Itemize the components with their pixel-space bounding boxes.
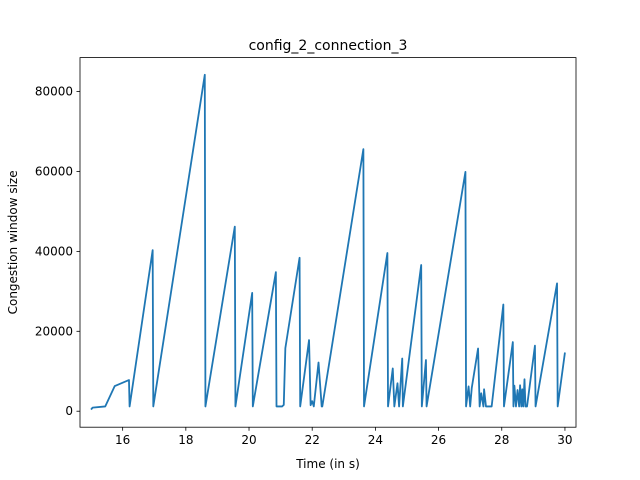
y-axis-label: Congestion window size [6,170,20,314]
x-tick-label: 18 [178,433,193,447]
x-tick-label: 20 [241,433,256,447]
x-tick-label: 26 [431,433,446,447]
y-tick-label: 60000 [35,164,73,178]
x-tick-label: 24 [368,433,383,447]
x-tick-label: 16 [115,433,130,447]
plot-area [90,73,566,411]
series-line-0 [90,73,566,411]
y-tick-label: 0 [65,404,73,418]
y-tick-label: 20000 [35,324,73,338]
y-axis: 0 20000 40000 60000 80000 [35,85,80,418]
chart-title: config_2_connection_3 [249,38,408,54]
plot-frame [79,57,577,428]
x-tick-label: 28 [494,433,509,447]
x-tick-label: 22 [305,433,320,447]
x-tick-label: 30 [557,433,572,447]
x-axis: 16 18 20 22 24 26 28 30 [115,427,573,447]
x-axis-label: Time (in s) [295,457,360,471]
y-tick-label: 80000 [35,85,73,99]
y-tick-label: 40000 [35,244,73,258]
